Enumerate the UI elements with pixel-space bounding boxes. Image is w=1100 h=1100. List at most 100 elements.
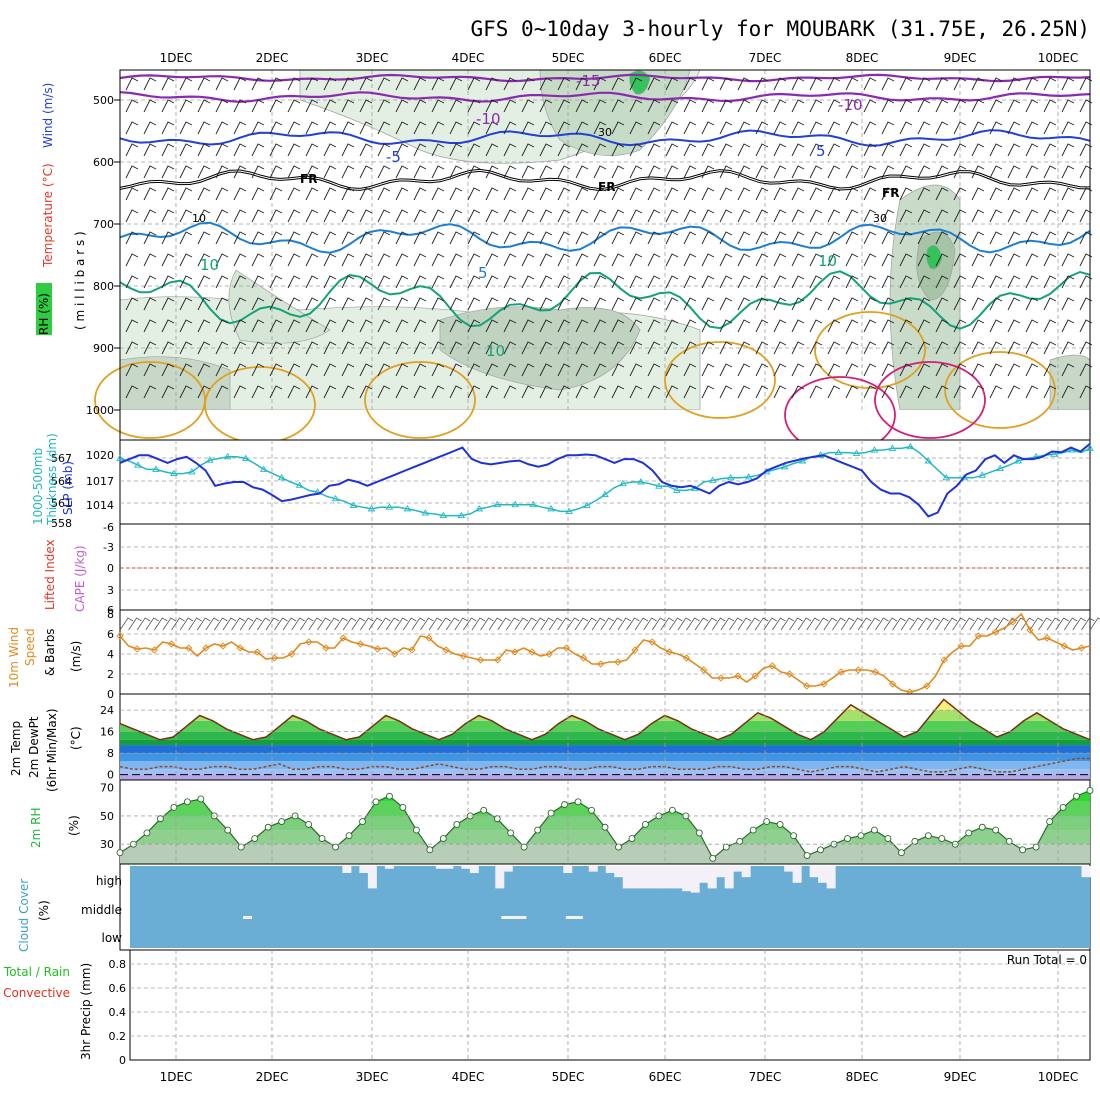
wind10-point — [391, 650, 399, 658]
wind10-speed-label: Speed — [23, 628, 37, 666]
rh2m-point — [493, 815, 501, 823]
wind10-tick-label: 4 — [107, 648, 114, 661]
wind10-barb — [729, 617, 743, 631]
wind-barb — [1061, 297, 1075, 311]
thickness-tick-label: 558 — [51, 517, 72, 530]
wind10-tick-label: 2 — [107, 668, 114, 681]
wind-barb — [287, 121, 301, 135]
wind-barb — [215, 341, 229, 355]
cloud-label: Cloud Cover — [17, 879, 31, 952]
wind-barb — [179, 165, 193, 179]
wind-barb — [701, 209, 715, 223]
wind-barb — [125, 385, 139, 399]
wind-barb — [953, 165, 967, 179]
wind-barb — [305, 231, 319, 245]
rh2m-point — [183, 798, 191, 806]
wind-barb — [971, 341, 985, 355]
wind10-point — [854, 666, 862, 674]
wind-barb — [719, 363, 733, 377]
wind-barb — [557, 209, 571, 223]
wind-barb — [971, 165, 985, 179]
wind10-point — [494, 656, 502, 664]
wind-barb — [125, 77, 139, 91]
wind-barb — [1025, 385, 1039, 399]
wind-barb — [791, 363, 805, 377]
wind-barb — [539, 385, 553, 399]
wind-barb — [593, 297, 607, 311]
wind-barb — [791, 253, 805, 267]
wind-barb — [377, 143, 391, 157]
wind-barb — [125, 209, 139, 223]
wind-barb — [251, 143, 265, 157]
wind-barb — [1007, 209, 1021, 223]
wind-barb — [899, 297, 913, 311]
wind-barb — [755, 253, 769, 267]
wind-barb — [143, 319, 157, 333]
thickness-point — [1014, 457, 1022, 464]
wind-barb — [953, 231, 967, 245]
wind-barb — [827, 99, 841, 113]
wind-barb — [791, 297, 805, 311]
rh-label-30-a: 30 — [598, 126, 612, 139]
wind-barb — [377, 341, 391, 355]
wind-barb — [467, 77, 481, 91]
wind10-barb — [497, 617, 511, 631]
wind-barb — [935, 297, 949, 311]
wind-barb — [629, 363, 643, 377]
rh2m-point — [332, 843, 340, 851]
wind-barb — [359, 341, 373, 355]
wind-barb — [341, 275, 355, 289]
wind10-barb — [935, 617, 949, 631]
thickness-point — [511, 500, 519, 508]
wind-barb — [503, 77, 517, 91]
high-cloud-gap — [733, 866, 743, 872]
wind-barb — [143, 99, 157, 113]
wind10-barb — [1046, 617, 1061, 631]
rh2m-point — [426, 846, 434, 854]
wind10-barb — [660, 617, 675, 631]
wind-barb — [413, 165, 427, 179]
contour-minus5 — [119, 129, 1091, 147]
rh2m-point — [641, 820, 649, 828]
wind-barb — [521, 341, 535, 355]
wind10-barb — [505, 617, 520, 631]
wind10-point — [1060, 642, 1068, 650]
wind-barb — [647, 275, 661, 289]
wind-barb — [143, 187, 157, 201]
wind-barb — [359, 77, 373, 91]
wind-barb — [305, 77, 319, 91]
wind-barb — [503, 187, 517, 201]
wind-barb — [1061, 385, 1075, 399]
rh2m-point — [520, 843, 528, 851]
wind-barb — [1061, 209, 1075, 223]
wind-barb — [359, 275, 373, 289]
wind-barb — [179, 99, 193, 113]
wind10-point — [562, 644, 571, 652]
wind10-barb — [780, 617, 795, 631]
wind-barb — [701, 297, 715, 311]
thickness-point — [547, 505, 555, 512]
rh2m-point — [574, 798, 582, 806]
wind10-point — [133, 645, 141, 653]
wind-barb — [989, 209, 1003, 223]
wind-barb — [665, 165, 679, 179]
wind-barb — [467, 363, 481, 377]
wind-barb — [305, 253, 319, 267]
wind-barb — [845, 341, 859, 355]
wind-barb — [593, 253, 607, 267]
wind-barb — [503, 385, 517, 399]
wind-barb — [197, 209, 211, 223]
wind10-point — [888, 680, 897, 688]
wind-barb — [305, 319, 319, 333]
warm-contour — [944, 351, 1056, 429]
contour-label-minus10-b: -10 — [838, 96, 863, 114]
wind-barb — [359, 363, 373, 377]
wind10-barb — [299, 617, 314, 631]
wind-barb — [935, 143, 949, 157]
wind-barb — [863, 385, 877, 399]
wind10-barb — [454, 617, 468, 631]
wind-barb — [503, 99, 517, 113]
wind-barb — [665, 209, 679, 223]
wind-barb — [791, 99, 805, 113]
mid-cloud-gap — [501, 916, 511, 919]
